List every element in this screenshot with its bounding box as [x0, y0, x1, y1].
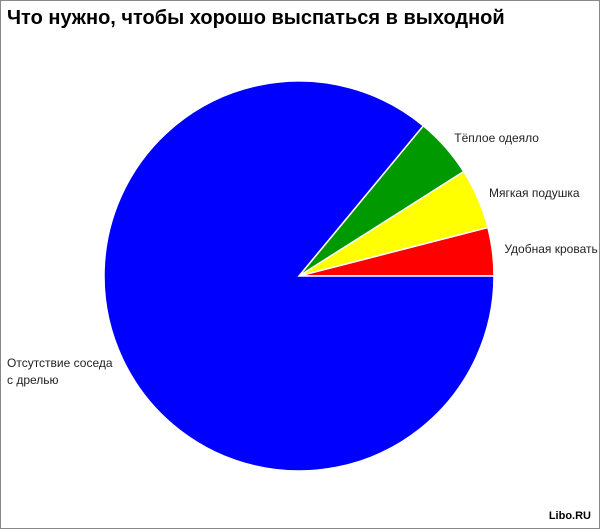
pie-slice — [103, 80, 495, 472]
slice-label: Отсутствие соседа с дрелью — [7, 356, 113, 388]
slice-label: Удобная кровать — [504, 242, 598, 257]
chart-title: Что нужно, чтобы хорошо выспаться в выхо… — [7, 7, 505, 29]
source: Libo.RU — [548, 510, 591, 522]
slice-label: Мягкая подушка — [488, 185, 580, 200]
slice-label: Тёплое одеяло — [454, 131, 539, 146]
